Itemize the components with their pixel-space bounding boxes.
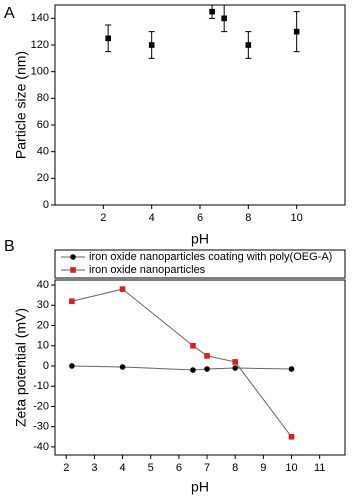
y-axis-label: Zeta potential (mV): [13, 308, 29, 427]
x-tick-label: 8: [232, 462, 238, 474]
x-tick-label: 9: [260, 462, 266, 474]
y-tick-label: -20: [33, 400, 49, 412]
y-tick-label: -10: [33, 380, 49, 392]
y-tick-label: 0: [43, 360, 49, 372]
x-tick-label: 10: [291, 212, 303, 224]
x-tick-label: 5: [148, 462, 154, 474]
y-tick-label: 120: [31, 39, 49, 51]
x-tick-label: 3: [91, 462, 97, 474]
x-tick-label: 11: [314, 462, 325, 474]
point: [105, 35, 111, 42]
x-tick-label: 4: [149, 212, 155, 224]
x-axis-label: pH: [191, 231, 209, 247]
x-tick-label: 4: [120, 462, 126, 474]
point: [148, 42, 155, 48]
point: [190, 342, 196, 349]
y-tick-label: 80: [37, 92, 49, 104]
point: [204, 353, 210, 359]
point: [119, 286, 126, 292]
y-tick-label: 40: [37, 279, 49, 291]
point: [209, 8, 215, 15]
y-tick-label: 100: [31, 66, 49, 78]
series-line: [71, 288, 292, 438]
point: [245, 42, 252, 48]
point: [119, 364, 126, 370]
point: [204, 366, 210, 372]
panel-label: A: [4, 5, 15, 22]
legend-label: iron oxide nanoparticles coating with po…: [89, 251, 332, 263]
x-tick-label: 6: [197, 212, 203, 224]
y-tick-label: 0: [43, 199, 49, 211]
point: [232, 365, 238, 371]
x-tick-label: 2: [100, 212, 106, 224]
x-tick-label: 2: [63, 462, 69, 474]
y-tick-label: -40: [33, 441, 49, 453]
point: [232, 359, 238, 365]
x-axis-label: pH: [191, 479, 209, 495]
point: [288, 433, 295, 440]
series-line: [71, 365, 292, 371]
point: [221, 15, 227, 22]
y-tick-label: 40: [37, 146, 49, 158]
point: [190, 367, 196, 373]
legend-marker: [70, 267, 76, 273]
x-tick-label: 6: [176, 462, 182, 474]
y-tick-label: 30: [37, 299, 49, 311]
plot-frame: [54, 279, 346, 456]
point: [69, 363, 75, 369]
legend-marker: [70, 254, 76, 260]
y-tick-label: -30: [33, 421, 49, 433]
point: [288, 366, 295, 372]
point: [293, 28, 300, 35]
y-tick-label: 140: [31, 12, 49, 24]
y-axis-label: Particle size (nm): [13, 51, 29, 159]
y-tick-label: 10: [37, 340, 49, 352]
legend-box: [54, 249, 346, 279]
y-tick-label: 20: [37, 172, 49, 184]
y-tick-label: 20: [37, 319, 49, 331]
panel-label: B: [4, 238, 15, 255]
plot-frame: [54, 4, 346, 206]
point: [69, 298, 75, 305]
legend-label: iron oxide nanoparticles: [89, 264, 206, 276]
x-tick-label: 8: [245, 212, 251, 224]
x-tick-label: 10: [285, 462, 297, 474]
x-tick-label: 7: [204, 462, 210, 474]
y-tick-label: 60: [37, 119, 49, 131]
